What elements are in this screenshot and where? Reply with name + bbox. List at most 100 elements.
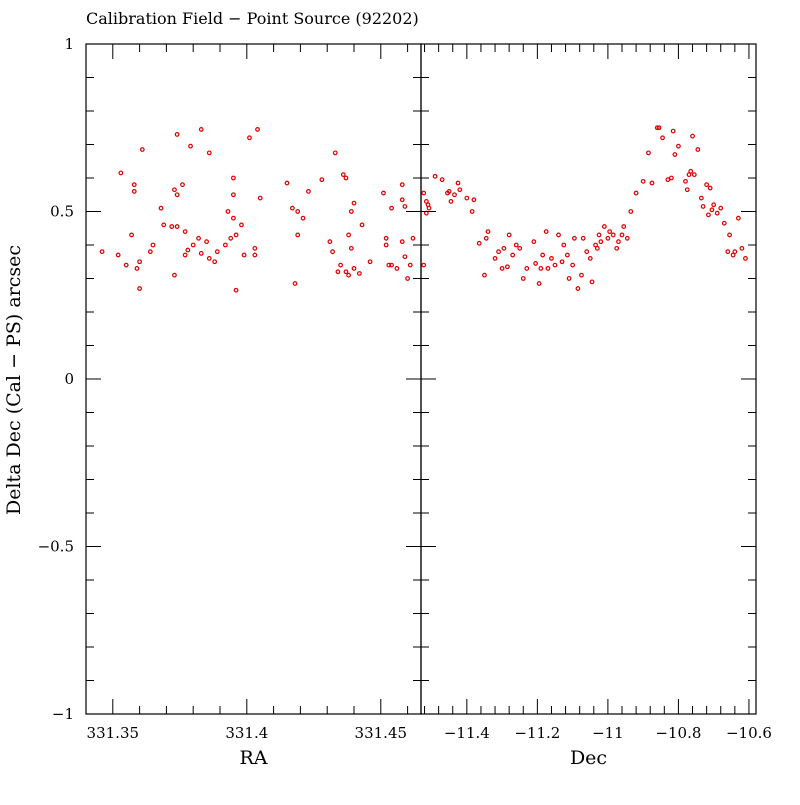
data-point <box>561 242 567 248</box>
data-point <box>402 204 408 209</box>
data-point <box>709 207 715 213</box>
data-point <box>552 262 558 268</box>
data-point <box>584 249 590 255</box>
data-point <box>695 147 701 152</box>
data-point <box>147 249 153 255</box>
data-point <box>549 256 554 261</box>
data-point <box>300 215 306 221</box>
x-tick-label: −10.6 <box>726 724 772 742</box>
data-point <box>556 232 561 238</box>
data-point <box>188 143 193 149</box>
data-point <box>725 249 731 255</box>
data-point <box>198 127 204 132</box>
data-point <box>714 210 720 216</box>
data-point <box>198 250 204 256</box>
data-point <box>230 192 236 198</box>
data-point <box>405 276 411 281</box>
data-point <box>381 190 386 196</box>
data-point <box>410 235 416 241</box>
data-point <box>580 235 586 241</box>
data-point <box>640 178 646 184</box>
data-point <box>513 242 519 248</box>
data-point <box>182 229 188 235</box>
data-point <box>482 272 487 278</box>
data-point <box>571 235 577 241</box>
data-point <box>464 195 470 201</box>
data-point <box>543 229 549 235</box>
data-point <box>455 180 461 186</box>
data-point <box>158 205 164 211</box>
data-point <box>660 135 665 141</box>
data-point <box>684 187 690 193</box>
chart-title: Calibration Field − Point Source (92202) <box>86 9 419 28</box>
x-tick-label: −10.8 <box>655 724 701 742</box>
data-point <box>457 187 463 193</box>
data-point <box>230 175 236 181</box>
data-point <box>383 242 389 248</box>
data-point <box>668 175 674 181</box>
data-point <box>501 245 507 251</box>
data-point <box>134 266 140 271</box>
data-point <box>252 252 258 258</box>
data-point <box>131 188 137 194</box>
data-point <box>204 239 210 245</box>
data-point <box>688 168 694 174</box>
data-point <box>483 235 489 241</box>
data-point <box>319 177 325 183</box>
data-point <box>421 190 427 196</box>
data-point <box>540 252 546 258</box>
data-point <box>306 188 311 194</box>
panel-2: −11.4 −11.2 −11 −10.8 −10.6 Dec <box>420 43 772 769</box>
x-tick-label: 331.4 <box>225 724 268 742</box>
data-point <box>252 245 258 251</box>
data-point <box>131 182 137 188</box>
data-point <box>533 261 539 266</box>
data-point <box>425 202 431 208</box>
data-point <box>575 286 581 291</box>
data-point <box>169 224 175 229</box>
data-point <box>174 192 180 198</box>
data-point <box>255 127 260 132</box>
data-point <box>196 235 201 241</box>
data-point <box>432 173 438 179</box>
data-point <box>185 247 191 253</box>
x-tick-label: −11.2 <box>514 724 560 742</box>
data-point <box>359 222 365 228</box>
data-point <box>448 199 454 204</box>
data-point <box>356 271 362 276</box>
data-point <box>594 245 600 251</box>
data-point <box>654 125 660 131</box>
data-point <box>115 252 121 258</box>
data-point <box>407 262 413 268</box>
data-point <box>704 182 710 188</box>
data-point <box>335 269 341 275</box>
data-point <box>367 259 373 265</box>
data-point <box>559 259 565 265</box>
data-point <box>118 170 124 176</box>
x-tick-label: −11.4 <box>444 724 490 742</box>
data-point <box>517 245 523 251</box>
x-tick-label: 331.35 <box>87 724 140 742</box>
data-point <box>399 182 405 188</box>
data-point <box>735 215 741 221</box>
data-point <box>348 245 354 251</box>
data-point <box>295 209 301 214</box>
data-point <box>123 262 129 268</box>
data-point <box>676 143 681 149</box>
data-point <box>649 180 655 186</box>
x-axis-title: Dec <box>570 747 607 769</box>
data-point <box>739 245 745 251</box>
data-point <box>230 215 236 221</box>
data-point <box>476 240 482 246</box>
data-point <box>520 276 526 281</box>
data-point <box>190 242 196 248</box>
data-point <box>570 262 576 268</box>
data-point <box>129 232 134 238</box>
data-point <box>610 232 616 238</box>
data-point <box>446 188 452 194</box>
data-point <box>646 150 651 156</box>
data-point <box>743 256 748 261</box>
